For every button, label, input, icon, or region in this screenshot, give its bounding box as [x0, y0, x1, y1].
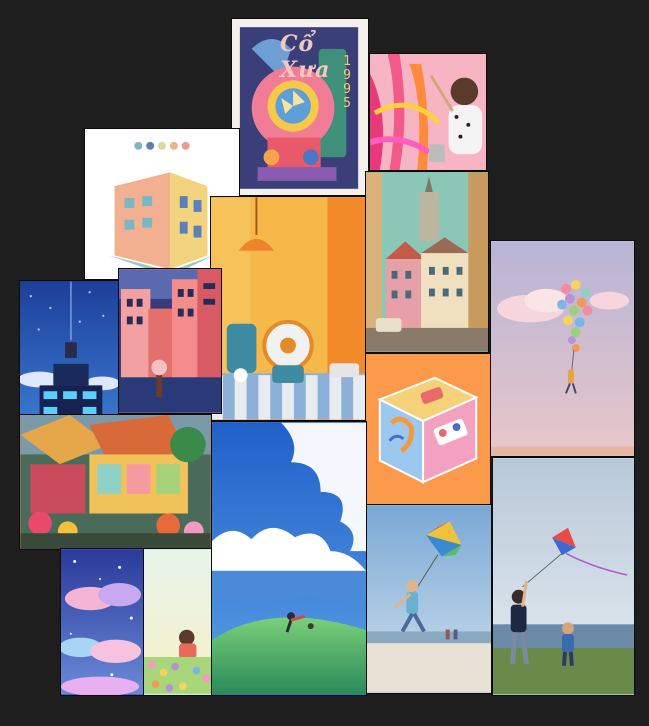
pixel-art-city-night-icon [20, 281, 118, 427]
european-street-photo[interactable] [365, 171, 489, 353]
girl-flowers-illustration[interactable] [143, 548, 212, 696]
orange-fan-photo[interactable] [210, 196, 366, 421]
painted-cafe-illustration[interactable] [19, 414, 212, 550]
boy-with-kite-photo-icon [367, 505, 491, 693]
isometric-cube-icon [366, 354, 490, 504]
pink-city-illustration[interactable] [118, 268, 222, 414]
girl-in-flowers-scene-icon [144, 550, 211, 694]
child-painting-photo[interactable] [369, 53, 487, 171]
pixel-night-city[interactable] [19, 280, 119, 428]
anime-sky-hill-scene-icon [212, 422, 366, 695]
pink-city-buildings-icon [119, 269, 221, 413]
family-flying-kite-photo-icon [493, 458, 634, 695]
kite-beach-photo[interactable] [366, 504, 492, 694]
pastel-clouds-stars-icon [61, 549, 144, 695]
balloon-bunch-over-clouds-icon [491, 241, 634, 456]
colorful-cafe-painting-icon [20, 415, 211, 549]
child-painting-wall-photo-icon [370, 54, 486, 170]
sky-cloud-illustration[interactable] [211, 421, 367, 696]
poster-title-text: Cổ Xưa [280, 31, 331, 83]
balloon-cloud-photo[interactable] [490, 240, 635, 457]
vintage-clock-illustration-icon [239, 27, 359, 189]
pastel-clouds-illustration[interactable] [60, 548, 145, 696]
father-son-kite-photo[interactable] [492, 457, 635, 696]
old-town-street-photo-icon [366, 172, 488, 352]
isometric-cube-illustration[interactable] [365, 353, 491, 505]
desk-fan-scene-icon [211, 197, 365, 420]
